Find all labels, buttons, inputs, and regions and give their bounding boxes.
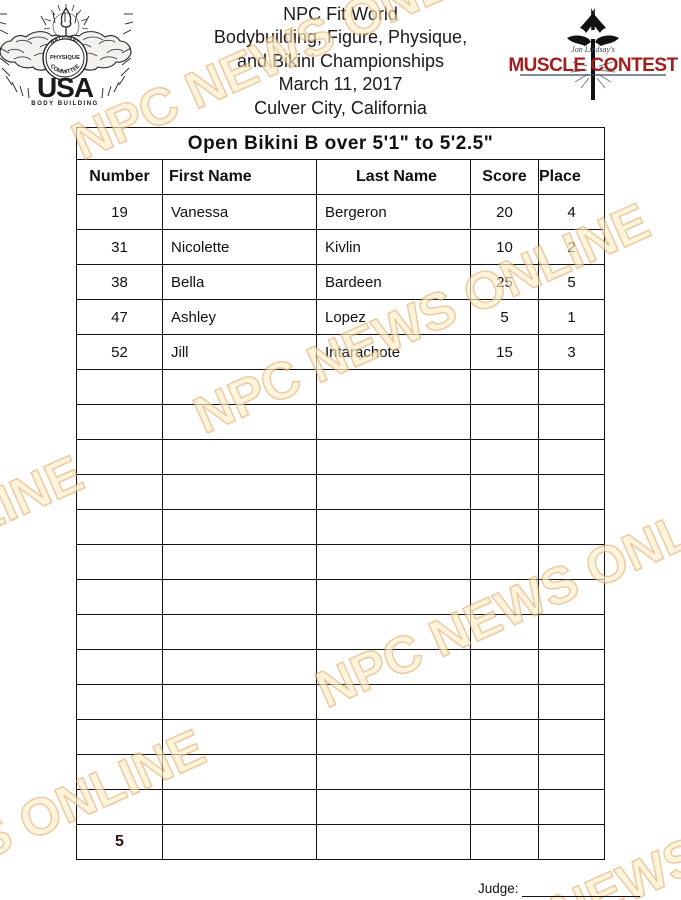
svg-text:MUSCLE CONTEST: MUSCLE CONTEST <box>508 55 678 76</box>
svg-text:Jon Lindsay's: Jon Lindsay's <box>571 45 615 54</box>
